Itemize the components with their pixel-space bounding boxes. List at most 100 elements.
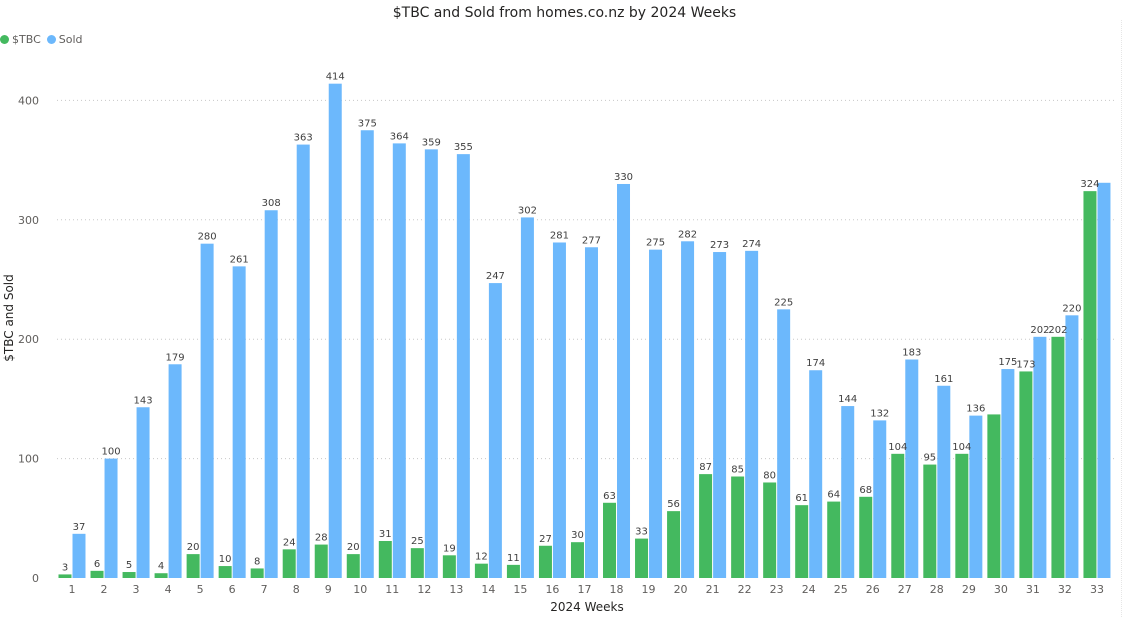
bar-sold-week-32[interactable] (1065, 315, 1079, 578)
data-label-tbc: 10 (219, 554, 232, 565)
bar-sold-week-27[interactable] (905, 359, 919, 578)
data-label-tbc: 61 (795, 493, 808, 504)
x-tick-label: 1 (69, 583, 76, 596)
x-tick-label: 13 (449, 583, 463, 596)
x-tick-label: 18 (610, 583, 624, 596)
bar-tbc-week-11[interactable] (378, 540, 392, 578)
bar-tbc-week-16[interactable] (538, 545, 552, 578)
y-tick-label: 100 (18, 453, 39, 466)
bar-sold-week-17[interactable] (584, 247, 598, 578)
bar-sold-week-31[interactable] (1033, 336, 1047, 578)
legend-swatch-tbc (0, 34, 9, 44)
x-tick-label: 2 (101, 583, 108, 596)
data-label-sold: 143 (134, 395, 153, 406)
data-label-sold: 414 (326, 72, 345, 83)
bar-sold-week-11[interactable] (392, 143, 406, 578)
bar-sold-week-23[interactable] (777, 309, 791, 578)
bar-tbc-week-28[interactable] (923, 464, 937, 578)
data-label-tbc: 56 (667, 499, 680, 510)
bar-sold-week-16[interactable] (552, 242, 566, 578)
data-label-sold: 359 (422, 137, 441, 148)
y-axis-ticks: 0 100 200 300 400 (18, 94, 39, 585)
bar-tbc-week-31[interactable] (1019, 371, 1033, 578)
bar-sold-week-9[interactable] (328, 83, 342, 579)
legend-item-tbc[interactable]: $TBC (0, 33, 41, 46)
bar-tbc-week-23[interactable] (763, 482, 777, 578)
bar-sold-week-22[interactable] (745, 250, 759, 578)
data-label-tbc: 64 (827, 490, 840, 501)
bar-sold-week-1[interactable] (72, 533, 86, 578)
bar-tbc-week-19[interactable] (635, 538, 649, 578)
bar-tbc-week-1[interactable] (58, 574, 72, 578)
data-label-tbc: 28 (315, 533, 328, 544)
bar-tbc-week-3[interactable] (122, 572, 136, 578)
bar-sold-week-2[interactable] (104, 458, 118, 578)
data-label-sold: 274 (742, 239, 761, 250)
legend[interactable]: $TBC Sold (0, 32, 89, 46)
bar-sold-week-18[interactable] (617, 183, 631, 579)
bar-sold-week-29[interactable] (969, 415, 983, 578)
data-label-sold: 144 (838, 394, 857, 405)
bar-sold-week-25[interactable] (841, 406, 855, 578)
bar-tbc-week-2[interactable] (90, 570, 104, 578)
bar-tbc-week-21[interactable] (699, 474, 713, 578)
bar-tbc-week-15[interactable] (506, 564, 520, 578)
data-label-tbc: 33 (635, 527, 648, 538)
bar-sold-week-6[interactable] (232, 266, 246, 578)
data-label-sold: 261 (230, 254, 249, 265)
bar-tbc-week-33[interactable] (1083, 191, 1097, 579)
bar-sold-week-3[interactable] (136, 407, 150, 578)
bar-sold-week-4[interactable] (168, 364, 182, 578)
data-label-sold: 273 (710, 240, 729, 251)
bar-tbc-week-6[interactable] (218, 566, 232, 578)
bar-sold-week-26[interactable] (873, 420, 887, 578)
bar-tbc-week-5[interactable] (186, 554, 200, 578)
bar-tbc-week-14[interactable] (474, 563, 488, 578)
bar-sold-week-28[interactable] (937, 385, 951, 578)
data-label-sold: 280 (198, 232, 217, 243)
bar-tbc-week-25[interactable] (827, 501, 841, 578)
bar-tbc-week-18[interactable] (603, 502, 617, 578)
bar-sold-week-15[interactable] (520, 217, 534, 579)
bar-sold-week-30[interactable] (1001, 369, 1015, 578)
bar-sold-week-7[interactable] (264, 210, 278, 579)
bar-sold-week-20[interactable] (681, 241, 695, 579)
bar-sold-week-14[interactable] (488, 283, 502, 578)
x-tick-label: 12 (417, 583, 431, 596)
bar-tbc-week-27[interactable] (891, 453, 905, 578)
bar-tbc-week-8[interactable] (282, 549, 296, 578)
bar-sold-week-24[interactable] (809, 370, 823, 578)
vertical-scrollbar[interactable] (1121, 20, 1129, 617)
bar-sold-week-13[interactable] (456, 154, 470, 578)
bar-tbc-week-4[interactable] (154, 573, 168, 578)
bar-tbc-week-26[interactable] (859, 496, 873, 578)
bar-tbc-week-30[interactable] (987, 414, 1001, 578)
data-label-sold: 275 (646, 238, 665, 249)
data-label-tbc: 8 (254, 556, 260, 567)
bar-sold-week-8[interactable] (296, 144, 310, 578)
bar-tbc-week-10[interactable] (346, 554, 360, 578)
bar-tbc-week-9[interactable] (314, 544, 328, 578)
bar-tbc-week-12[interactable] (410, 548, 424, 578)
legend-item-sold[interactable]: Sold (46, 33, 83, 46)
bar-tbc-week-20[interactable] (667, 511, 681, 578)
data-label-tbc: 104 (888, 442, 907, 453)
bar-sold-week-12[interactable] (424, 149, 438, 578)
bar-tbc-week-29[interactable] (955, 453, 969, 578)
x-tick-label: 7 (261, 583, 268, 596)
bar-tbc-week-24[interactable] (795, 505, 809, 578)
bar-sold-week-21[interactable] (713, 252, 727, 578)
bar-tbc-week-7[interactable] (250, 568, 264, 578)
data-label-tbc: 12 (475, 552, 488, 563)
bar-sold-week-5[interactable] (200, 243, 214, 578)
data-label-sold: 363 (294, 133, 313, 144)
bar-sold-week-33[interactable] (1097, 182, 1111, 578)
data-label-sold: 202 (1030, 325, 1049, 336)
bar-sold-week-19[interactable] (649, 249, 663, 578)
x-tick-label: 6 (229, 583, 236, 596)
bar-tbc-week-32[interactable] (1051, 336, 1065, 578)
bar-tbc-week-22[interactable] (731, 476, 745, 578)
bar-tbc-week-13[interactable] (442, 555, 456, 578)
bar-sold-week-10[interactable] (360, 130, 374, 578)
bar-tbc-week-17[interactable] (570, 542, 584, 578)
